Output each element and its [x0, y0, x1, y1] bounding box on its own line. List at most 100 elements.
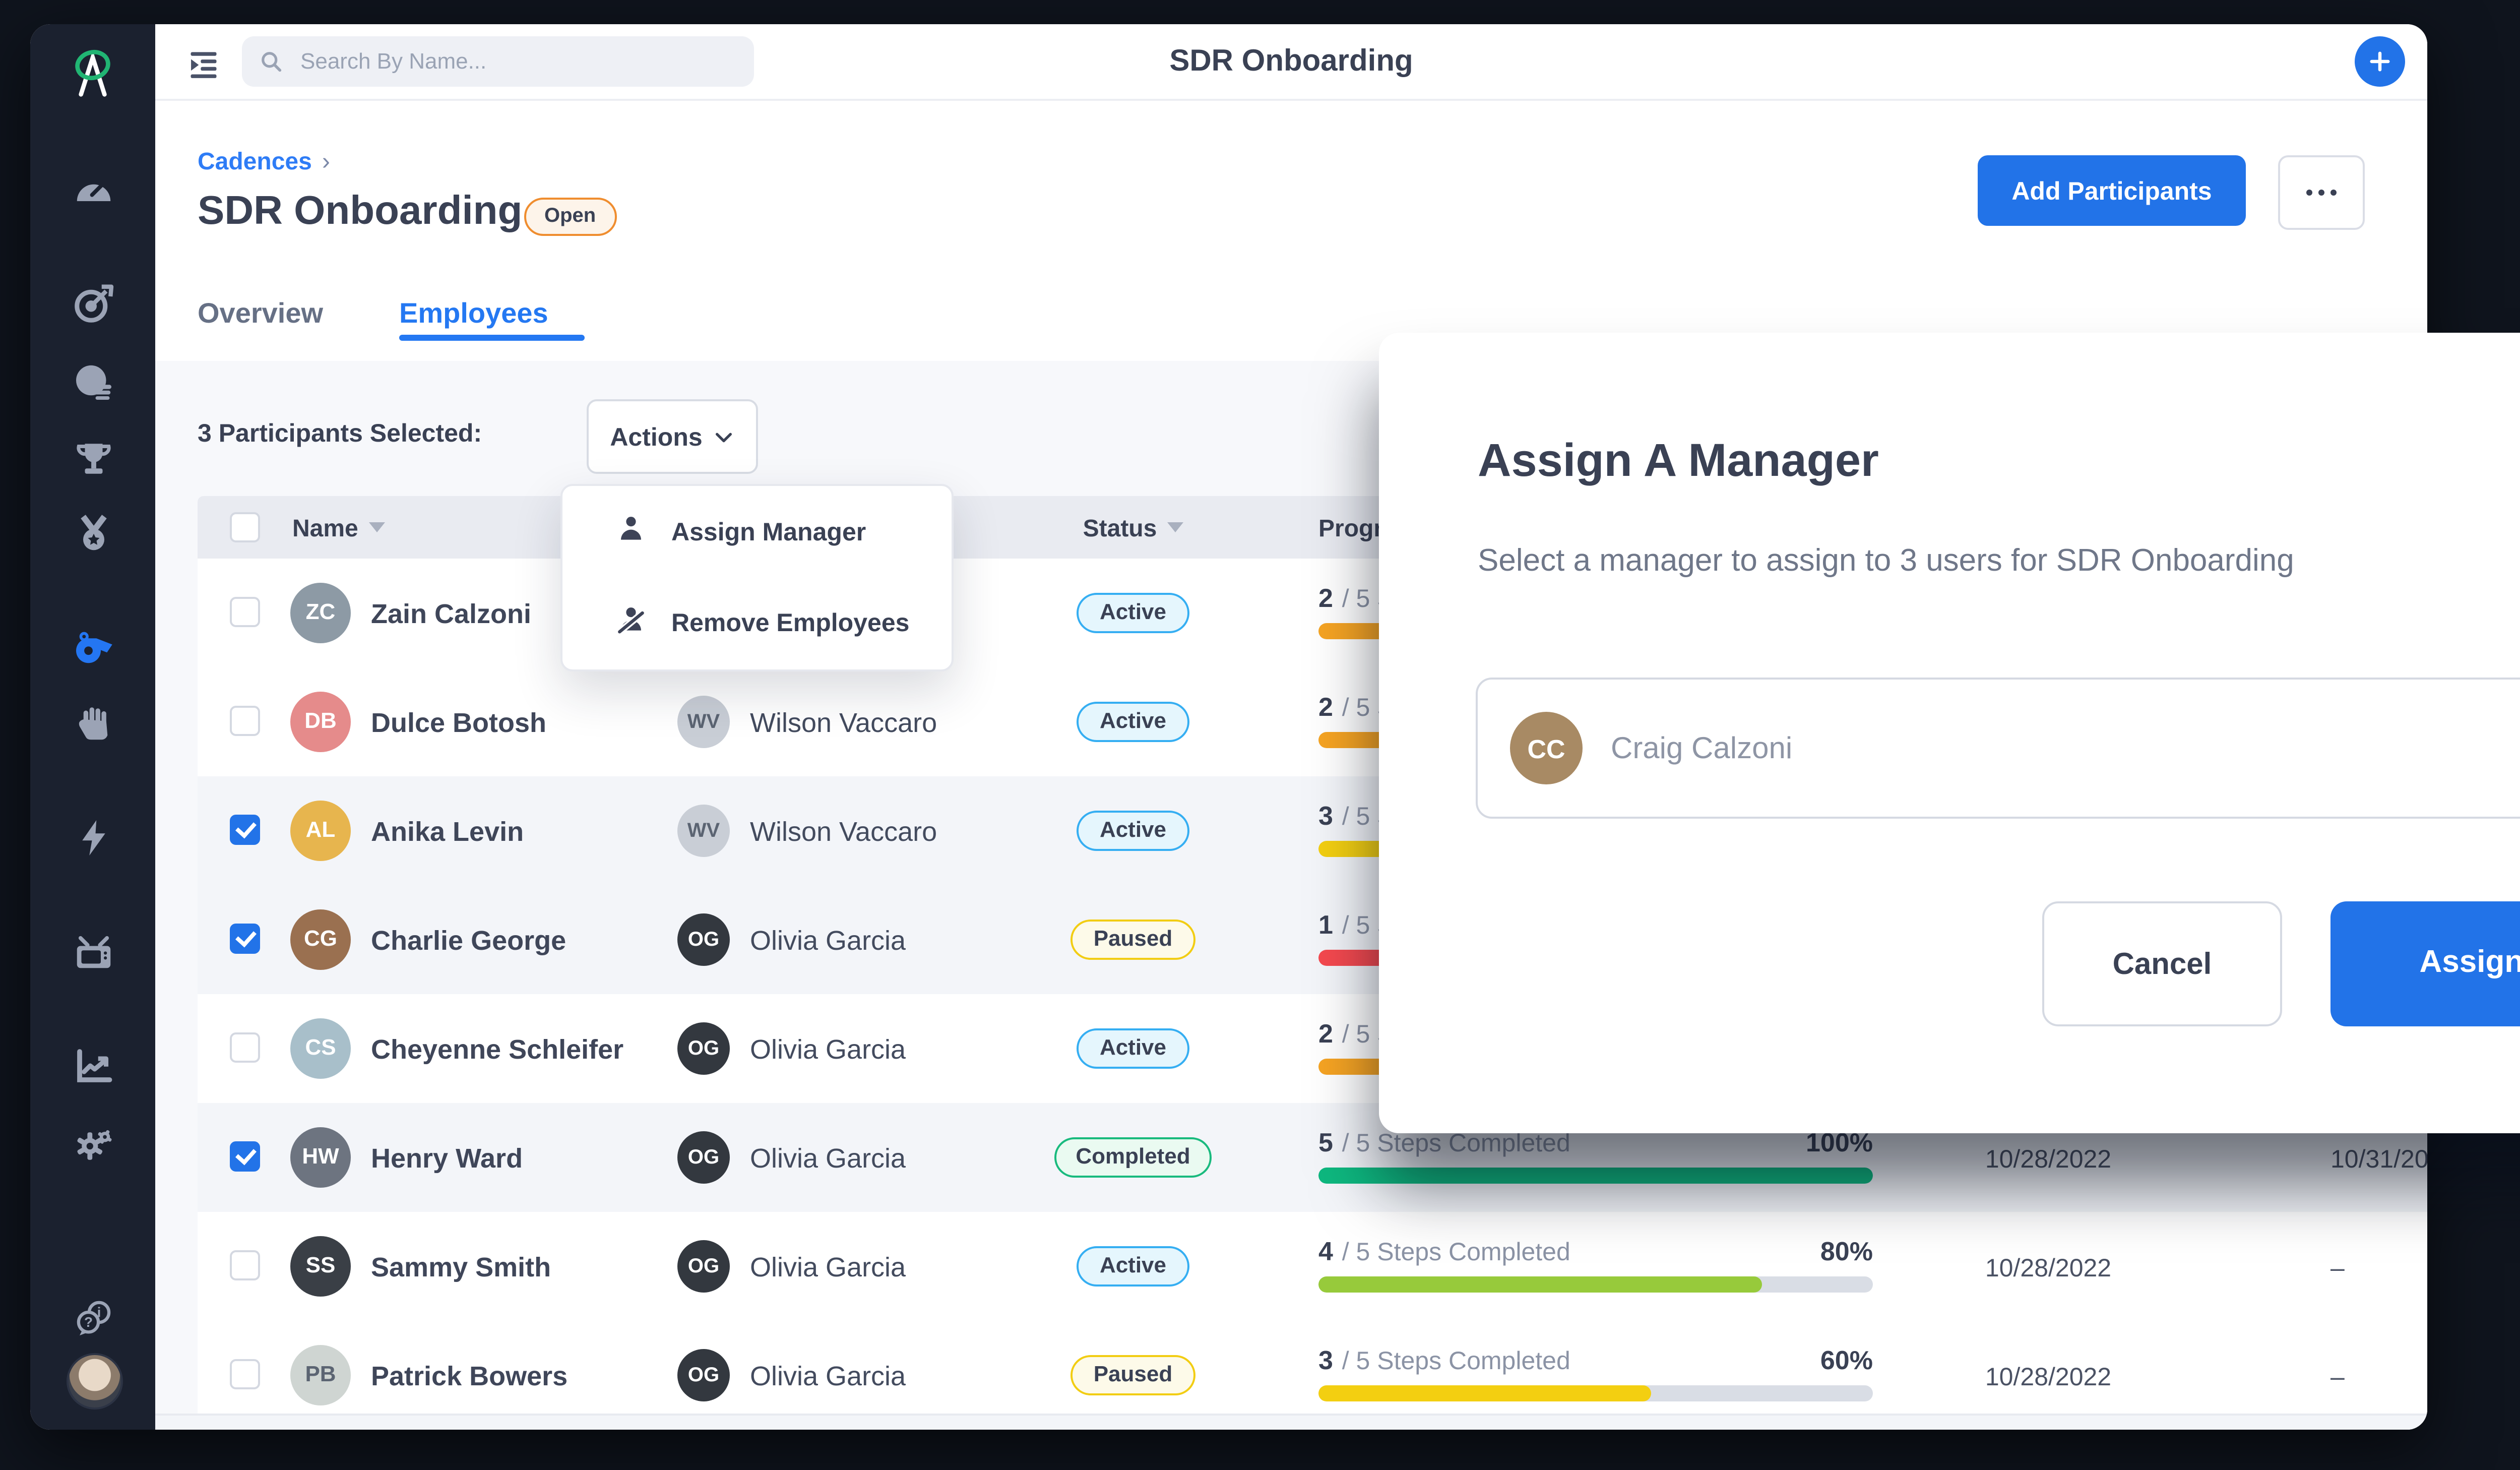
- actions-menu: Assign Manager Remove Employees: [560, 484, 954, 671]
- status-badge-paused: Paused: [1071, 1355, 1195, 1395]
- row-checkbox[interactable]: [230, 1250, 260, 1280]
- status-cell: Paused: [1028, 920, 1238, 960]
- sidebar-item-medal-icon[interactable]: [30, 492, 155, 573]
- status-cell: Active: [1028, 1246, 1238, 1287]
- sidebar: i?: [30, 24, 155, 1430]
- sort-caret-icon: [1167, 522, 1183, 532]
- sidebar-item-hand-icon[interactable]: [30, 682, 155, 762]
- date-completed: –: [2330, 1363, 2345, 1391]
- manager-avatar: WV: [677, 805, 730, 857]
- breadcrumb[interactable]: Cadences ›: [198, 147, 330, 175]
- sidebar-item-lightning-icon[interactable]: [30, 797, 155, 877]
- sidebar-item-tv-icon[interactable]: [30, 913, 155, 994]
- progress-percent: 60%: [1820, 1345, 1873, 1375]
- progress-bar: [1318, 1385, 1873, 1401]
- row-checkbox[interactable]: [230, 1032, 260, 1063]
- steps-progress-label: 3 / 5 Steps Completed: [1318, 1345, 1570, 1375]
- row-checkbox[interactable]: [230, 815, 260, 845]
- manager-select[interactable]: CC Craig Calzoni: [1476, 678, 2520, 819]
- employee-avatar: HW: [290, 1127, 351, 1188]
- sidebar-item-help-icon[interactable]: i?: [30, 1276, 155, 1357]
- sidebar-item-gears-icon[interactable]: [30, 1103, 155, 1184]
- manager-name: Olivia Garcia: [750, 1143, 906, 1174]
- sidebar-item-whistle-icon[interactable]: [30, 605, 155, 686]
- sidebar-item-trophy-icon[interactable]: [30, 417, 155, 498]
- date-started: 10/28/2022: [1985, 1363, 2112, 1391]
- status-badge-open: Open: [524, 198, 616, 236]
- manager-name: Olivia Garcia: [750, 1034, 906, 1065]
- status-badge-active: Active: [1077, 1246, 1189, 1287]
- status-cell: Paused: [1028, 1355, 1238, 1395]
- employee-avatar: SS: [290, 1236, 351, 1297]
- progress-bar-fill: [1318, 1168, 1873, 1184]
- status-badge-completed: Completed: [1053, 1137, 1213, 1178]
- row-checkbox[interactable]: [230, 706, 260, 736]
- app-logo[interactable]: [30, 36, 155, 109]
- select-all-checkbox[interactable]: [230, 512, 260, 542]
- sidebar-item-target-icon[interactable]: [30, 262, 155, 343]
- svg-text:i: i: [96, 1303, 100, 1319]
- tab-overview[interactable]: Overview: [198, 296, 324, 329]
- column-header-status[interactable]: Status: [1028, 496, 1238, 559]
- employee-name: Anika Levin: [371, 817, 524, 847]
- selection-count-label: 3 Participants Selected:: [198, 419, 482, 448]
- manager-avatar: OG: [677, 1131, 730, 1184]
- status-cell: Active: [1028, 811, 1238, 851]
- employee-avatar: AL: [290, 801, 351, 861]
- table-row-sammy-smith[interactable]: SS Sammy Smith OG Olivia Garcia Active 4 / 5 …: [198, 1212, 2427, 1323]
- sidebar-item-chart-icon[interactable]: [30, 1024, 155, 1105]
- row-checkbox[interactable]: [230, 597, 260, 627]
- manager-avatar: WV: [677, 696, 730, 748]
- progress-bar: [1318, 1168, 1873, 1184]
- manager-name: Olivia Garcia: [750, 1252, 906, 1282]
- manager-avatar: OG: [677, 1349, 730, 1401]
- progress-percent: 80%: [1820, 1236, 1873, 1266]
- menu-item-assign-manager[interactable]: Assign Manager: [562, 486, 952, 577]
- row-checkbox[interactable]: [230, 924, 260, 954]
- sidebar-item-gauge-icon[interactable]: [30, 149, 155, 230]
- assign-manager-button[interactable]: Assign Manager: [2330, 901, 2520, 1026]
- employee-avatar: PB: [290, 1345, 351, 1405]
- search-input[interactable]: [296, 47, 738, 76]
- collapse-menu-icon[interactable]: [183, 46, 224, 79]
- employee-avatar: DB: [290, 692, 351, 752]
- manager-name: Olivia Garcia: [750, 1361, 906, 1391]
- manager-avatar: OG: [677, 913, 730, 966]
- manager-name: Wilson Vaccaro: [750, 817, 937, 847]
- ellipsis-icon: [2306, 189, 2313, 196]
- add-new-button[interactable]: [2355, 36, 2405, 87]
- sidebar-item-helmet-icon[interactable]: [30, 341, 155, 421]
- date-started: 10/28/2022: [1985, 1254, 2112, 1282]
- page-title: SDR Onboarding: [198, 190, 523, 234]
- row-checkbox[interactable]: [230, 1359, 260, 1389]
- manager-avatar: OG: [677, 1022, 730, 1075]
- table-row-patrick-bowers[interactable]: PB Patrick Bowers OG Olivia Garcia Paused 3 /…: [198, 1321, 2427, 1430]
- modal-subtitle: Select a manager to assign to 3 users fo…: [1478, 544, 2294, 579]
- more-options-button[interactable]: [2278, 155, 2365, 230]
- actions-dropdown-button[interactable]: Actions: [587, 399, 758, 474]
- row-checkbox[interactable]: [230, 1141, 260, 1172]
- status-cell: Active: [1028, 1028, 1238, 1069]
- employee-name: Charlie George: [371, 926, 566, 956]
- employee-avatar: CG: [290, 909, 351, 970]
- column-header-name[interactable]: Name: [292, 496, 385, 559]
- status-badge-active: Active: [1077, 702, 1189, 742]
- sort-caret-icon: [368, 522, 385, 532]
- cancel-button[interactable]: Cancel: [2042, 901, 2282, 1026]
- tab-employees[interactable]: Employees: [399, 296, 548, 329]
- date-completed: 10/31/2022: [2330, 1145, 2427, 1174]
- menu-item-remove-employees[interactable]: Remove Employees: [562, 577, 952, 667]
- progress-bar: [1318, 1276, 1873, 1293]
- topbar: SDR Onboarding: [155, 24, 2427, 101]
- search-box[interactable]: [242, 36, 754, 87]
- breadcrumb-cadences[interactable]: Cadences: [198, 147, 312, 175]
- add-participants-button[interactable]: Add Participants: [1978, 155, 2246, 226]
- date-completed: –: [2330, 1254, 2345, 1282]
- profile-avatar[interactable]: [67, 1353, 123, 1410]
- next-row-sliver: [155, 1414, 2427, 1430]
- progress-bar-fill: [1318, 1385, 1651, 1401]
- app-window: i? SDR Onboarding: [30, 24, 2427, 1430]
- assign-manager-modal: Assign A Manager Select a manager to ass…: [1379, 333, 2520, 1133]
- employee-avatar: ZC: [290, 583, 351, 643]
